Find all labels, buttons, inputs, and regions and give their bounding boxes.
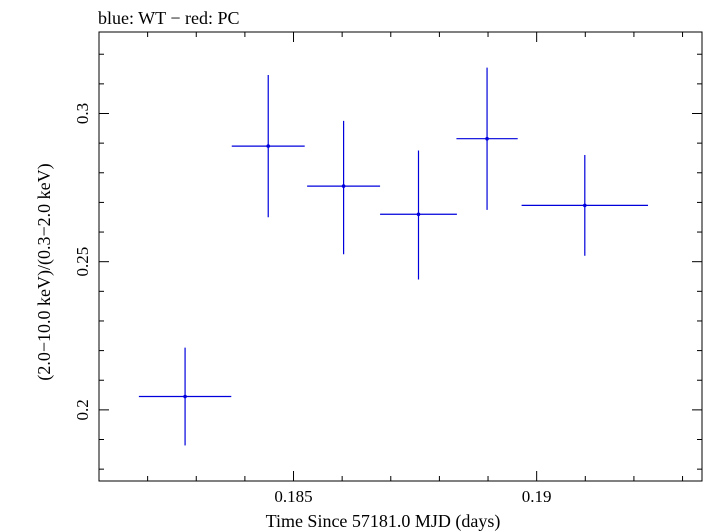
point-marker	[416, 212, 421, 217]
y-tick-label: 0.25	[73, 247, 92, 277]
data-points	[138, 67, 649, 446]
data-point	[456, 67, 518, 210]
y-tick-label: 0.3	[73, 103, 92, 124]
point-marker	[183, 394, 187, 399]
x-tick-label: 0.185	[274, 487, 312, 506]
point-marker	[341, 184, 346, 188]
data-point	[138, 347, 232, 446]
y-axis-label: (2.0−10.0 keV)/(0.3−2.0 keV)	[34, 163, 55, 380]
data-point	[307, 120, 381, 255]
point-marker	[266, 144, 271, 148]
axis-ticks	[98, 32, 702, 481]
point-marker	[485, 136, 489, 141]
data-point	[231, 74, 305, 218]
x-tick-label: 0.19	[522, 487, 552, 506]
axis-tick-labels: 0.185 0.19 0.2 0.25 0.3	[73, 103, 552, 506]
point-marker	[583, 203, 587, 208]
x-axis-label: Time Since 57181.0 MJD (days)	[266, 511, 501, 532]
data-point	[521, 154, 649, 256]
y-tick-label: 0.2	[73, 399, 92, 420]
data-point	[380, 150, 457, 280]
chart-title: blue: WT − red: PC	[98, 8, 239, 28]
plot-frame	[98, 31, 703, 482]
